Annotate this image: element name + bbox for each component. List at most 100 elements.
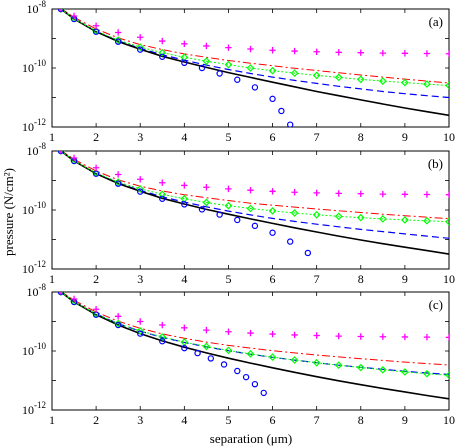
diamond-marker [445, 217, 449, 226]
plus-marker [159, 37, 166, 45]
plus-marker [379, 333, 387, 340]
plus-marker [137, 176, 144, 183]
plus-marker [357, 333, 364, 340]
circle-marker [57, 292, 65, 296]
diamond-marker [246, 350, 255, 358]
circle-marker [260, 389, 267, 397]
plus-marker [181, 324, 188, 332]
circle-marker [287, 121, 294, 127]
diamond-marker [202, 198, 211, 207]
circle-marker [159, 337, 166, 345]
panel-c: 1 2 3 4 5 6 7 8 9 10 10-8 10-10 10-12 (c) [22, 282, 455, 427]
diamond-marker [401, 216, 409, 224]
plus-marker [379, 190, 387, 198]
series-dashdot-line [60, 292, 449, 366]
plus-marker [225, 328, 232, 335]
y-tick-label: 10-12 [22, 259, 46, 276]
plus-marker [159, 179, 166, 186]
x-tick-label: 7 [314, 413, 320, 427]
diamond-marker [268, 353, 277, 361]
plus-marker [92, 22, 100, 29]
diamond-marker [378, 77, 387, 85]
plus-marker [70, 154, 78, 162]
plus-marker [225, 185, 232, 193]
diamond-marker [224, 60, 233, 69]
x-tick-label: 6 [270, 413, 276, 427]
diamond-marker [334, 73, 343, 82]
plus-marker [379, 49, 387, 57]
plus-marker [159, 321, 166, 329]
plus-marker [57, 9, 65, 12]
plus-marker [291, 331, 298, 339]
diamond-marker [114, 36, 123, 44]
plus-marker [401, 50, 409, 57]
diamond-marker [401, 368, 409, 376]
circle-marker [287, 238, 294, 245]
circle-marker [194, 349, 201, 357]
plus-marker [137, 318, 144, 325]
series-solid-line [60, 151, 449, 255]
diamond-marker [224, 201, 233, 210]
circle-marker [137, 46, 144, 53]
circle-marker [57, 151, 65, 155]
plus-marker [313, 332, 320, 339]
plus-marker [291, 189, 298, 196]
circle-marker [198, 64, 206, 72]
x-tick-label: 8 [358, 272, 364, 286]
x-tick-label: 2 [93, 272, 99, 286]
plus-marker [181, 40, 188, 48]
circle-marker [181, 344, 188, 352]
diamond-marker [378, 215, 387, 223]
circle-marker [181, 201, 188, 208]
diamond-marker [114, 178, 123, 186]
series-dashed-line [60, 9, 449, 99]
x-tick-label: 1 [49, 413, 55, 427]
x-tick-label: 8 [358, 413, 364, 427]
plus-marker [137, 34, 144, 41]
plus-marker [247, 329, 254, 337]
plus-marker [225, 44, 232, 51]
x-tick-label: 2 [93, 130, 99, 144]
circle-marker [220, 361, 228, 368]
y-tick-label: 10-10 [22, 341, 46, 358]
x-tick-label: 10 [443, 413, 455, 427]
diamond-marker [202, 342, 211, 351]
x-axis-label: separation (μm) [210, 431, 292, 446]
circle-marker [216, 211, 223, 218]
circle-marker [137, 188, 144, 195]
diamond-marker [312, 210, 321, 219]
x-tick-label: 5 [225, 272, 231, 286]
circle-marker [304, 249, 312, 257]
plus-marker [203, 326, 210, 334]
circle-marker [114, 180, 122, 187]
x-tick-label: 4 [181, 130, 187, 144]
circle-marker [234, 367, 241, 375]
plus-marker [313, 48, 320, 55]
x-tick-label: 9 [402, 413, 408, 427]
y-tick-label: 10-8 [27, 141, 47, 158]
x-tick-label: 10 [443, 130, 455, 144]
plus-marker [357, 49, 364, 56]
panel-a: 1 2 3 4 5 6 7 8 9 10 10-8 10-10 10-12 (a) [22, 0, 455, 144]
diamond-marker [290, 69, 299, 77]
x-tick-label: 6 [270, 272, 276, 286]
plus-marker [269, 330, 276, 338]
plot-area [56, 292, 449, 400]
circle-marker [242, 373, 250, 381]
circle-marker [269, 95, 276, 103]
diamond-marker [290, 209, 299, 217]
plus-marker [57, 151, 65, 154]
x-tick-label: 9 [402, 272, 408, 286]
plus-marker [357, 190, 364, 197]
diamond-marker [202, 57, 211, 66]
plus-marker [335, 332, 342, 340]
plus-marker [269, 47, 276, 54]
circle-marker [207, 355, 214, 362]
diamond-marker [224, 346, 233, 355]
diamond-marker [290, 356, 299, 364]
y-tick-label: 10-12 [22, 117, 46, 134]
plus-marker [401, 333, 409, 341]
plus-marker [445, 191, 449, 198]
diamond-marker [312, 71, 321, 80]
